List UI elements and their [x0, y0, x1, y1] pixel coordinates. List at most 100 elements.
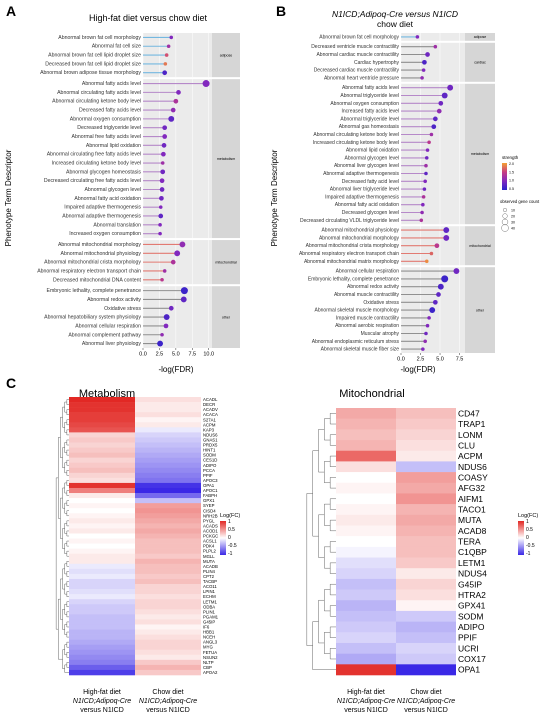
- lollipop-point: [163, 314, 170, 321]
- heatmap-cell: [69, 624, 135, 630]
- heatmap-cell: [69, 639, 135, 645]
- dendrogram-branch: [62, 649, 65, 669]
- dendrogram-branch: [66, 581, 69, 587]
- metabolism-heatmap: ACADLDECRACADVACACAS27A1ACPMKAP3NDUS6GNA…: [55, 397, 240, 714]
- heatmap-cell: [69, 654, 135, 661]
- gene-label: MYG: [203, 645, 213, 650]
- heatmap-cell: [396, 514, 456, 526]
- dendrogram-branch: [64, 502, 67, 514]
- lollipop-point: [437, 283, 444, 290]
- gene-label: HTRA2: [458, 590, 486, 600]
- term-label: Abnormal glycogen level: [84, 187, 141, 193]
- gene-label: ACADL: [203, 397, 218, 402]
- term-label: Increased circulating ketone body level: [52, 161, 141, 167]
- heatmap-cell: [135, 482, 201, 489]
- term-label: Cardiac hypertrophy: [354, 60, 400, 66]
- term-label: Abnormal redox activity: [87, 297, 141, 303]
- gene-label: LETM1: [203, 599, 217, 604]
- heatmap-cell: [69, 447, 135, 453]
- dendrogram-branch: [66, 500, 69, 506]
- term-label: Impaired adaptive thermogenesis: [64, 205, 141, 211]
- group-panel-adipose: [401, 33, 465, 41]
- strength-tick-label: 2.0: [509, 162, 514, 166]
- gene-label: OPA1: [458, 665, 480, 675]
- heatmap-cell: [396, 546, 456, 558]
- heatmap-cell: [135, 523, 201, 529]
- logfc-tick-label: 1: [526, 519, 529, 525]
- heatmap-cell: [69, 659, 135, 666]
- lollipop-point: [427, 140, 431, 145]
- dendrogram-branch: [66, 571, 69, 577]
- heatmap-cell: [135, 568, 201, 575]
- logfc-tick-label: -1: [526, 551, 531, 557]
- dendrogram-branch: [66, 439, 69, 446]
- dendrogram-branch: [329, 562, 336, 574]
- heatmap-cell: [69, 523, 135, 529]
- heatmap-cell: [135, 563, 201, 570]
- heatmap-cell: [135, 538, 201, 544]
- heatmap-cell: [336, 429, 396, 441]
- panel-a-ylabel: Phenotype Term Descriptor: [4, 149, 13, 246]
- term-label: Abnormal fatty acids level: [82, 81, 141, 87]
- term-label: Increased oxygen consumption: [69, 231, 141, 237]
- gene-label: PCKGC: [203, 534, 218, 539]
- term-label: Abnormal brown fat cell lipid droplet si…: [48, 53, 141, 59]
- heatmap-cell: [336, 482, 396, 494]
- heatmap-cell: [336, 578, 396, 590]
- lollipop-point: [162, 70, 168, 76]
- gene-label: CBP: [203, 665, 212, 670]
- lollipop-point: [424, 171, 428, 176]
- heatmap-cell: [135, 487, 201, 494]
- heatmap-cell: [69, 589, 135, 595]
- count-legend-label: 40: [511, 226, 515, 230]
- gene-label: PCCA: [203, 468, 215, 473]
- term-label: Abnormal fatty acid oxidation: [74, 196, 141, 202]
- lollipop-point: [424, 163, 428, 168]
- heatmap-cell: [135, 457, 201, 464]
- lollipop-point: [174, 250, 181, 257]
- dendrogram-branch: [66, 561, 69, 567]
- heatmap-cell: [396, 632, 456, 644]
- mitochondrial-heatmap: CD47TRAP1LONMCLUACPMNDUS6COASYAFG32AIFM1…: [306, 408, 538, 714]
- count-legend-label: 20: [511, 214, 515, 218]
- logfc-tick-label: -1: [228, 551, 233, 557]
- lollipop-point: [162, 269, 167, 273]
- dendrogram-branch: [66, 470, 69, 476]
- term-label: Abnormal mitochondrial matrix morphology: [304, 259, 400, 265]
- gene-label: ADIPO: [203, 463, 217, 468]
- heatmap-cell: [69, 457, 135, 464]
- heatmap-cell: [336, 418, 396, 430]
- term-label: Decreased fatty acids level: [79, 108, 141, 114]
- gene-label: NRH2B: [203, 513, 218, 518]
- term-label: Impaired muscle contractility: [336, 315, 400, 321]
- heatmap-cell: [135, 649, 201, 656]
- dendrogram-branch: [329, 541, 336, 553]
- dendrogram-branch: [324, 632, 331, 654]
- lollipop-point: [166, 44, 171, 49]
- panel-b-lollipop-chart: adipose Abnormal brown fat cell morpholog…: [299, 33, 495, 363]
- group-strip-mitochondrial: [465, 226, 495, 266]
- panel-a-title: High-fat diet versus chow diet: [89, 13, 208, 23]
- group-strip-other: [465, 267, 495, 353]
- logfc-colorbar: [518, 521, 524, 555]
- heatmap-cell: [69, 508, 135, 514]
- heatmap-cell: [135, 654, 201, 661]
- dendrogram-branch: [64, 563, 67, 575]
- dendrogram-branch: [66, 429, 69, 436]
- dendrogram-branch: [64, 664, 69, 673]
- logfc-tick-label: 0.5: [228, 527, 235, 533]
- heatmap-cell: [135, 503, 201, 509]
- term-label: Abnormal glycogen homeostasis: [66, 169, 141, 175]
- term-label: Abnormal hepatobiliary system physiology: [44, 315, 141, 321]
- gene-label: ADIPO: [458, 622, 485, 632]
- count-legend-circle: [502, 213, 508, 219]
- lollipop-point: [443, 234, 450, 241]
- heatmap-cell: [135, 604, 201, 610]
- heatmap-cell: [135, 467, 201, 474]
- heatmap-cell: [135, 498, 201, 504]
- heatmap-cell: [396, 418, 456, 430]
- lollipop-point: [432, 116, 438, 122]
- heatmap-cell: [69, 422, 135, 428]
- gene-label: GPX1: [203, 498, 215, 503]
- dendrogram-branch: [66, 652, 69, 658]
